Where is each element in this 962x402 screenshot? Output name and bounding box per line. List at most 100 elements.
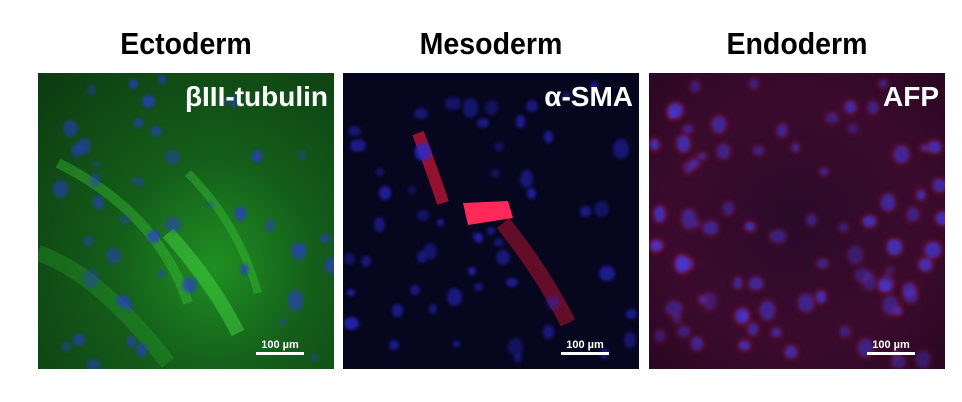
marker-label: α-SMA bbox=[544, 81, 633, 112]
nucleus bbox=[468, 267, 477, 276]
nucleus bbox=[477, 118, 490, 129]
nucleus bbox=[495, 249, 510, 266]
nucleus bbox=[925, 241, 941, 259]
nucleus bbox=[920, 144, 928, 151]
nucleus bbox=[815, 291, 827, 304]
nucleus bbox=[825, 112, 839, 123]
scale-bar-label: 100 µm bbox=[872, 339, 910, 351]
nucleus bbox=[886, 238, 902, 255]
nucleus bbox=[297, 149, 307, 161]
nucleus bbox=[378, 186, 391, 200]
nucleus bbox=[649, 138, 660, 150]
endoderm-micrograph: AFP 100 µm bbox=[649, 73, 945, 369]
nucleus bbox=[414, 142, 431, 162]
nucleus bbox=[880, 194, 896, 211]
nucleus bbox=[890, 355, 906, 369]
nucleus bbox=[674, 255, 688, 273]
nucleus bbox=[722, 202, 734, 215]
nucleus bbox=[543, 131, 553, 143]
nucleus bbox=[879, 273, 895, 292]
nucleus bbox=[562, 92, 571, 101]
nucleus bbox=[734, 307, 749, 325]
nucleus bbox=[683, 163, 693, 174]
nucleus bbox=[739, 340, 750, 351]
nucleus bbox=[374, 216, 386, 232]
nucleus bbox=[508, 337, 523, 357]
nucleus bbox=[868, 100, 878, 114]
nucleus bbox=[343, 317, 359, 331]
nucleus bbox=[157, 270, 166, 277]
nucleus bbox=[848, 245, 863, 264]
nucleus bbox=[348, 125, 362, 137]
nucleus bbox=[759, 301, 775, 321]
nucleus bbox=[673, 312, 682, 324]
nucleus bbox=[579, 206, 591, 217]
nucleus bbox=[86, 83, 96, 96]
nucleus bbox=[417, 251, 427, 264]
nucleus bbox=[251, 150, 263, 164]
nucleus bbox=[848, 124, 859, 133]
scale-bar: 100 µm bbox=[561, 339, 609, 355]
nucleus bbox=[106, 247, 122, 265]
title-ectoderm: Ectoderm bbox=[120, 26, 252, 61]
nucleus bbox=[240, 264, 249, 275]
nucleus bbox=[915, 350, 930, 369]
nucleus bbox=[525, 99, 539, 112]
fibers-layer bbox=[38, 158, 262, 368]
nucleus bbox=[290, 243, 307, 261]
nucleus bbox=[264, 218, 276, 232]
nucleus bbox=[906, 207, 919, 222]
marker-label: AFP bbox=[883, 81, 939, 112]
nucleus bbox=[689, 159, 700, 168]
nucleus bbox=[506, 277, 518, 288]
nucleus bbox=[89, 172, 101, 187]
nucleus bbox=[234, 205, 247, 222]
nucleus bbox=[769, 230, 786, 243]
nucleus bbox=[683, 124, 693, 134]
nucleus bbox=[712, 115, 726, 133]
nucleus bbox=[116, 295, 131, 308]
nucleus bbox=[690, 80, 700, 92]
nucleus bbox=[407, 186, 416, 195]
nucleus bbox=[123, 302, 135, 312]
nucleus bbox=[493, 142, 505, 152]
nucleus bbox=[513, 352, 522, 363]
nucleus bbox=[791, 142, 800, 153]
nucleus bbox=[446, 287, 462, 306]
nucleus bbox=[410, 285, 420, 295]
nucleus bbox=[655, 330, 666, 343]
nucleus bbox=[165, 216, 181, 233]
nucleus bbox=[932, 179, 945, 192]
nucleus bbox=[344, 252, 356, 265]
nucleus bbox=[652, 241, 661, 251]
nucleus bbox=[798, 294, 814, 312]
nucleus bbox=[693, 220, 701, 228]
nucleus bbox=[893, 146, 909, 164]
nucleus bbox=[158, 75, 167, 85]
nucleus bbox=[452, 340, 461, 348]
nucleus bbox=[72, 333, 85, 347]
nucleus bbox=[428, 304, 438, 315]
nucleus bbox=[92, 194, 104, 210]
nucleus bbox=[677, 134, 690, 153]
scale-bar: 100 µm bbox=[867, 339, 915, 355]
nucleus bbox=[485, 99, 498, 115]
nucleus bbox=[61, 341, 72, 352]
marker-label: βIII-tubulin bbox=[184, 81, 328, 112]
nucleus bbox=[310, 354, 319, 362]
nucleus bbox=[515, 114, 526, 128]
nucleus bbox=[862, 273, 876, 291]
nucleus bbox=[462, 97, 478, 118]
nucleus bbox=[77, 137, 92, 155]
nucleus bbox=[218, 98, 228, 105]
nucleus bbox=[126, 336, 136, 348]
nucleus bbox=[278, 317, 287, 326]
nucleus bbox=[753, 145, 764, 155]
nucleus bbox=[437, 219, 445, 226]
nucleus bbox=[862, 215, 876, 228]
nucleus bbox=[119, 214, 131, 225]
nucleus bbox=[878, 80, 887, 87]
nucleus bbox=[733, 277, 743, 289]
nucleus bbox=[702, 291, 716, 310]
nucleus bbox=[71, 143, 83, 157]
